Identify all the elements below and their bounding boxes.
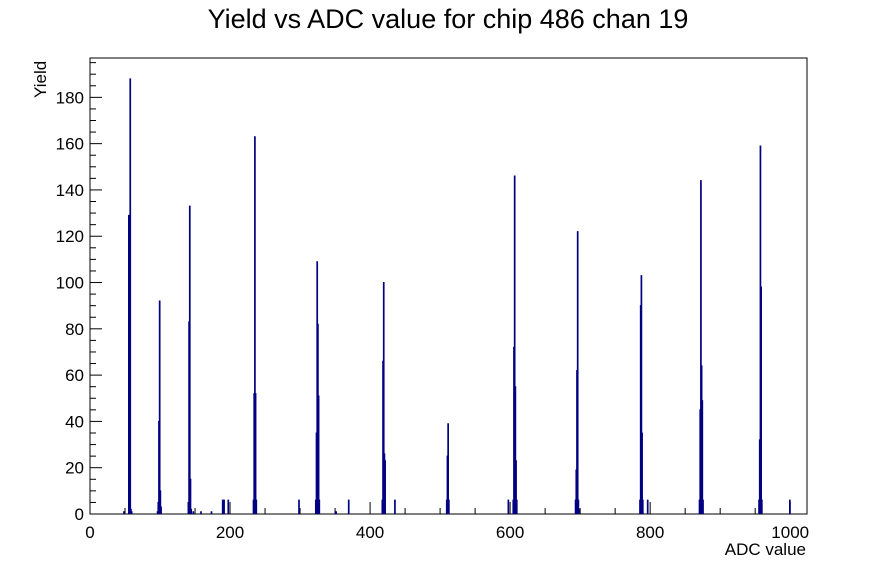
y-tick-label: 180 xyxy=(56,88,84,107)
histogram-bin xyxy=(576,231,579,514)
histogram-bin xyxy=(200,511,202,514)
histogram-bin xyxy=(129,78,132,514)
histogram-bin xyxy=(347,499,350,514)
histogram-bin xyxy=(335,511,337,514)
histogram-bin xyxy=(641,499,644,514)
histogram-bin xyxy=(515,499,518,514)
y-tick-label: 20 xyxy=(65,459,84,478)
y-tick-label: 120 xyxy=(56,227,84,246)
histogram-bin xyxy=(760,286,762,514)
histogram-bin xyxy=(515,460,517,514)
histogram-bin xyxy=(702,499,704,514)
histogram-bin xyxy=(318,499,321,514)
histogram-bin xyxy=(700,180,702,514)
histogram-bin xyxy=(789,499,791,514)
histogram-bin xyxy=(382,282,385,514)
histogram-bin xyxy=(189,478,192,514)
y-tick-label: 40 xyxy=(65,412,84,431)
y-tick-label: 100 xyxy=(56,274,84,293)
x-tick-label: 600 xyxy=(496,523,524,542)
histogram-bin xyxy=(384,460,386,514)
histogram-bin xyxy=(394,499,396,514)
histogram-bin xyxy=(190,508,193,514)
histogram-bin xyxy=(123,511,125,514)
histogram-bin xyxy=(448,499,450,514)
y-tick-label: 60 xyxy=(65,366,84,385)
histogram-bin xyxy=(317,395,320,514)
histogram-bin xyxy=(701,400,704,514)
y-tick-label: 0 xyxy=(75,505,84,524)
histogram-bin xyxy=(646,499,649,514)
histogram-bin xyxy=(158,300,161,514)
histogram-bin xyxy=(160,506,162,514)
histogram-bin xyxy=(254,393,257,514)
x-tick-label: 200 xyxy=(216,523,244,542)
histogram-bars xyxy=(123,78,791,514)
y-tick-label: 140 xyxy=(56,181,84,200)
histogram-bin xyxy=(223,499,225,514)
histogram-bin xyxy=(298,499,300,514)
histogram-bin xyxy=(227,499,230,514)
y-tick-label: 80 xyxy=(65,320,84,339)
x-axis-label: ADC value xyxy=(725,540,806,559)
histogram-bin xyxy=(760,499,763,514)
y-axis-ticks: 0 20 40 60 80 100 120 140 160 180 xyxy=(56,62,102,524)
histogram-bin xyxy=(159,490,162,514)
x-tick-label: 800 xyxy=(636,523,664,542)
x-tick-label: 1000 xyxy=(771,523,809,542)
histogram-bin xyxy=(254,136,256,514)
histogram-bin xyxy=(507,499,510,514)
histogram-bin xyxy=(221,499,224,514)
x-axis-ticks: 0 200 400 600 800 1000 xyxy=(85,502,809,542)
chart-title: Yield vs ADC value for chip 486 chan 19 xyxy=(208,4,689,34)
histogram-bin xyxy=(255,499,258,514)
histogram-bin xyxy=(641,432,643,514)
histogram-bin xyxy=(578,508,580,514)
histogram-bin xyxy=(130,511,133,514)
histogram-bin xyxy=(210,511,213,514)
histogram-bin xyxy=(188,205,191,514)
histogram-bin xyxy=(192,511,195,514)
y-axis-label: Yield xyxy=(31,61,50,98)
histogram-bin xyxy=(577,499,580,514)
histogram-bin xyxy=(640,275,643,514)
x-tick-label: 0 xyxy=(85,523,94,542)
y-tick-label: 160 xyxy=(56,135,84,154)
x-tick-label: 400 xyxy=(356,523,384,542)
histogram-bin xyxy=(447,423,449,514)
histogram-bin xyxy=(514,386,517,514)
histogram-bin xyxy=(128,214,130,514)
histogram-bin xyxy=(513,175,516,514)
